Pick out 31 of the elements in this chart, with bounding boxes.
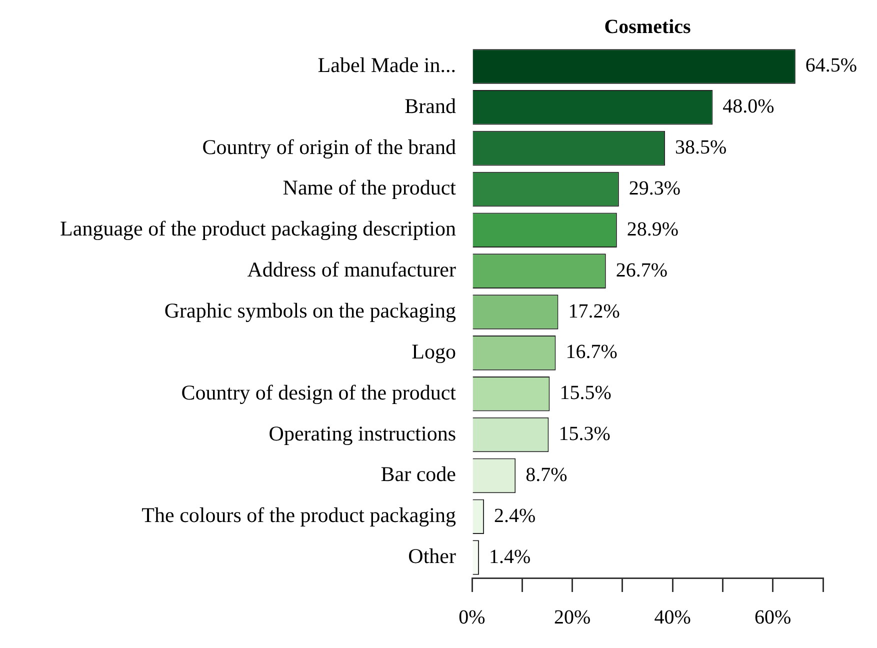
y-tick-label: Label Made in...: [318, 52, 456, 77]
data-label: 8.7%: [526, 464, 568, 486]
y-tick-label: Name of the product: [282, 176, 456, 200]
data-label: 15.3%: [558, 423, 610, 446]
data-label: 29.3%: [628, 177, 681, 200]
x-tick-label: 40%: [654, 606, 691, 628]
y-tick-label: The colours of the product packaging: [142, 503, 456, 528]
y-tick-label: Graphic symbols on the packaging: [164, 298, 456, 323]
data-label: 26.7%: [616, 259, 668, 282]
data-label: 48.0%: [722, 96, 774, 118]
y-tick-label: Country of design of the product: [181, 380, 456, 404]
chart-title: Cosmetics: [604, 16, 692, 38]
x-tick-label: 20%: [554, 606, 591, 628]
y-tick-label: Country of origin of the brand: [202, 134, 456, 159]
x-tick-label: 0%: [458, 606, 486, 628]
y-tick-label: Other: [408, 544, 456, 568]
y-tick-label: Brand: [404, 94, 456, 118]
data-label: 2.4%: [494, 504, 536, 527]
data-label: 15.5%: [560, 382, 612, 404]
y-tick-label: Bar code: [380, 462, 456, 486]
data-label: 64.5%: [805, 54, 858, 77]
data-label: 16.7%: [566, 341, 618, 364]
y-tick-label: Logo: [412, 339, 456, 364]
data-label: 17.2%: [568, 300, 620, 322]
data-label: 38.5%: [675, 136, 727, 159]
x-tick-label: 60%: [754, 606, 792, 628]
data-label: 1.4%: [489, 546, 531, 568]
y-tick-label: Operating instructions: [268, 421, 456, 446]
y-tick-label: Language of the product packaging description: [60, 216, 456, 241]
y-tick-label: Address of manufacturer: [247, 258, 456, 282]
data-label: 28.9%: [626, 218, 679, 240]
